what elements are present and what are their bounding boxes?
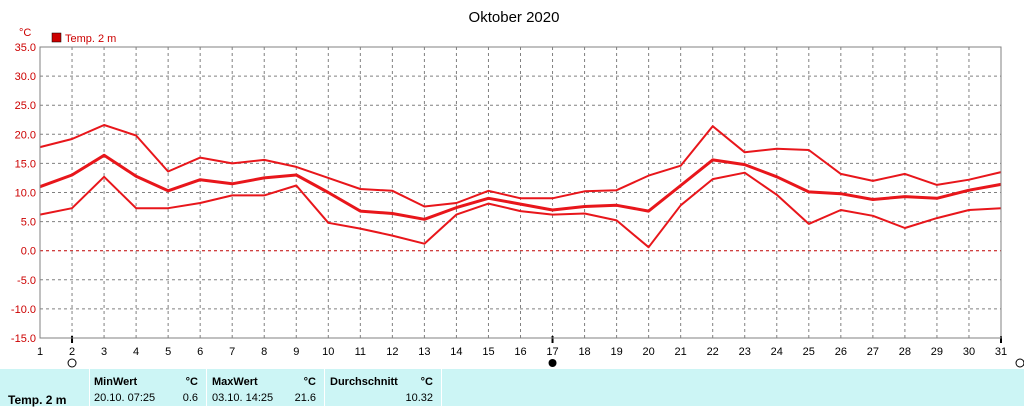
x-tick-label: 18 [578, 346, 590, 358]
x-tick-label: 27 [867, 346, 879, 358]
chart-title: Oktober 2020 [469, 9, 560, 26]
x-tick-label: 15 [482, 346, 494, 358]
x-tick-label: 30 [963, 346, 975, 358]
x-tick-label: 1 [37, 346, 43, 358]
x-tick-label: 4 [133, 346, 139, 358]
stats-avg-cell: Durchschnitt °C 10.32 [325, 369, 442, 406]
x-tick-label: 23 [739, 346, 751, 358]
x-tick-label: 8 [261, 346, 267, 358]
full-moon-icon [1015, 358, 1024, 368]
stats-name-cell: Temp. 2 m [0, 369, 90, 407]
x-tick-label: 16 [514, 346, 526, 358]
plot-frame [39, 46, 1002, 339]
chart-grid [39, 46, 1002, 339]
series-line-2 [39, 153, 1002, 221]
x-tick-label: 5 [165, 346, 171, 358]
x-tick-label: 7 [229, 346, 235, 358]
x-tick-label: 22 [707, 346, 719, 358]
avg-value: 10.32 [405, 392, 433, 404]
new-moon-icon [548, 359, 557, 367]
max-unit: °C [303, 376, 316, 388]
x-tick-label: 13 [418, 346, 430, 358]
x-tick-label: 14 [450, 346, 462, 358]
chart-series [39, 124, 1002, 249]
quarter-moon-icon [67, 358, 77, 368]
x-tick-label: 3 [101, 346, 107, 358]
x-tick-label: 19 [610, 346, 622, 358]
y-tick-label: 15.0 [15, 158, 36, 170]
temperature-chart: Oktober 2020 °C Temp. 2 m 35.030.025.020… [11, 9, 1024, 368]
y-tick-label: 25.0 [15, 100, 36, 112]
x-tick-label: 11 [355, 346, 366, 358]
series-line-3 [39, 171, 1002, 249]
x-tick-label: 9 [293, 346, 299, 358]
min-value: 0.6 [182, 392, 198, 404]
x-tick-label: 25 [803, 346, 815, 358]
y-tick-label: -5.0 [17, 275, 36, 287]
x-axis-ticks: 1 2 3 4 5 6 7 8 9 10 11 12 13 14 15 16 17 18 19 20 21 22 23 24 2… [37, 346, 1007, 358]
x-tick-label: 10 [322, 346, 334, 358]
x-tick-label: 2 [69, 346, 75, 358]
legend-swatch [51, 32, 62, 43]
y-tick-label: 5.0 [21, 217, 36, 229]
stats-min-cell: MinWert °C 20.10. 07:25 0.6 [90, 369, 207, 406]
legend-label: Temp. 2 m [65, 33, 116, 45]
x-tick-label: 24 [771, 346, 783, 358]
stats-bar: Temp. 2 m MinWert °C 20.10. 07:25 0.6 Ma… [0, 369, 1024, 407]
y-tick-label: -10.0 [11, 304, 36, 316]
x-tick-label: 26 [835, 346, 847, 358]
x-tick-label: 12 [386, 346, 398, 358]
y-tick-label: 10.0 [15, 188, 36, 200]
min-date: 20.10. 07:25 [94, 392, 156, 404]
x-tick-label: 28 [899, 346, 911, 358]
y-tick-label: 30.0 [15, 71, 36, 83]
y-tick-label: 35.0 [15, 42, 36, 54]
stats-max-cell: MaxWert °C 03.10. 14:25 21.6 [207, 369, 325, 406]
max-date: 03.10. 14:25 [212, 392, 274, 404]
moon-phase-markers [67, 336, 1024, 368]
x-tick-label: 17 [546, 346, 558, 358]
y-tick-label: 0.0 [21, 246, 36, 258]
min-header: MinWert [94, 376, 138, 388]
y-axis-ticks: 35.0 30.0 25.0 20.0 15.0 10.0 5.0 0.0 -5.0 -10.0 -… [11, 42, 36, 345]
max-header: MaxWert [212, 376, 258, 388]
y-axis-unit: °C [19, 27, 31, 39]
y-tick-label: -15.0 [11, 333, 36, 345]
x-tick-label: 31 [995, 346, 1007, 358]
x-tick-label: 6 [197, 346, 203, 358]
avg-header: Durchschnitt [330, 376, 398, 388]
min-unit: °C [185, 376, 198, 388]
x-tick-label: 20 [643, 346, 655, 358]
y-tick-label: 20.0 [15, 129, 36, 141]
avg-unit: °C [420, 376, 433, 388]
max-value: 21.6 [294, 392, 316, 404]
series-line-1 [39, 124, 1002, 208]
x-tick-label: 29 [931, 346, 943, 358]
x-tick-label: 21 [675, 346, 687, 358]
stats-series-name: Temp. 2 m [8, 393, 67, 407]
